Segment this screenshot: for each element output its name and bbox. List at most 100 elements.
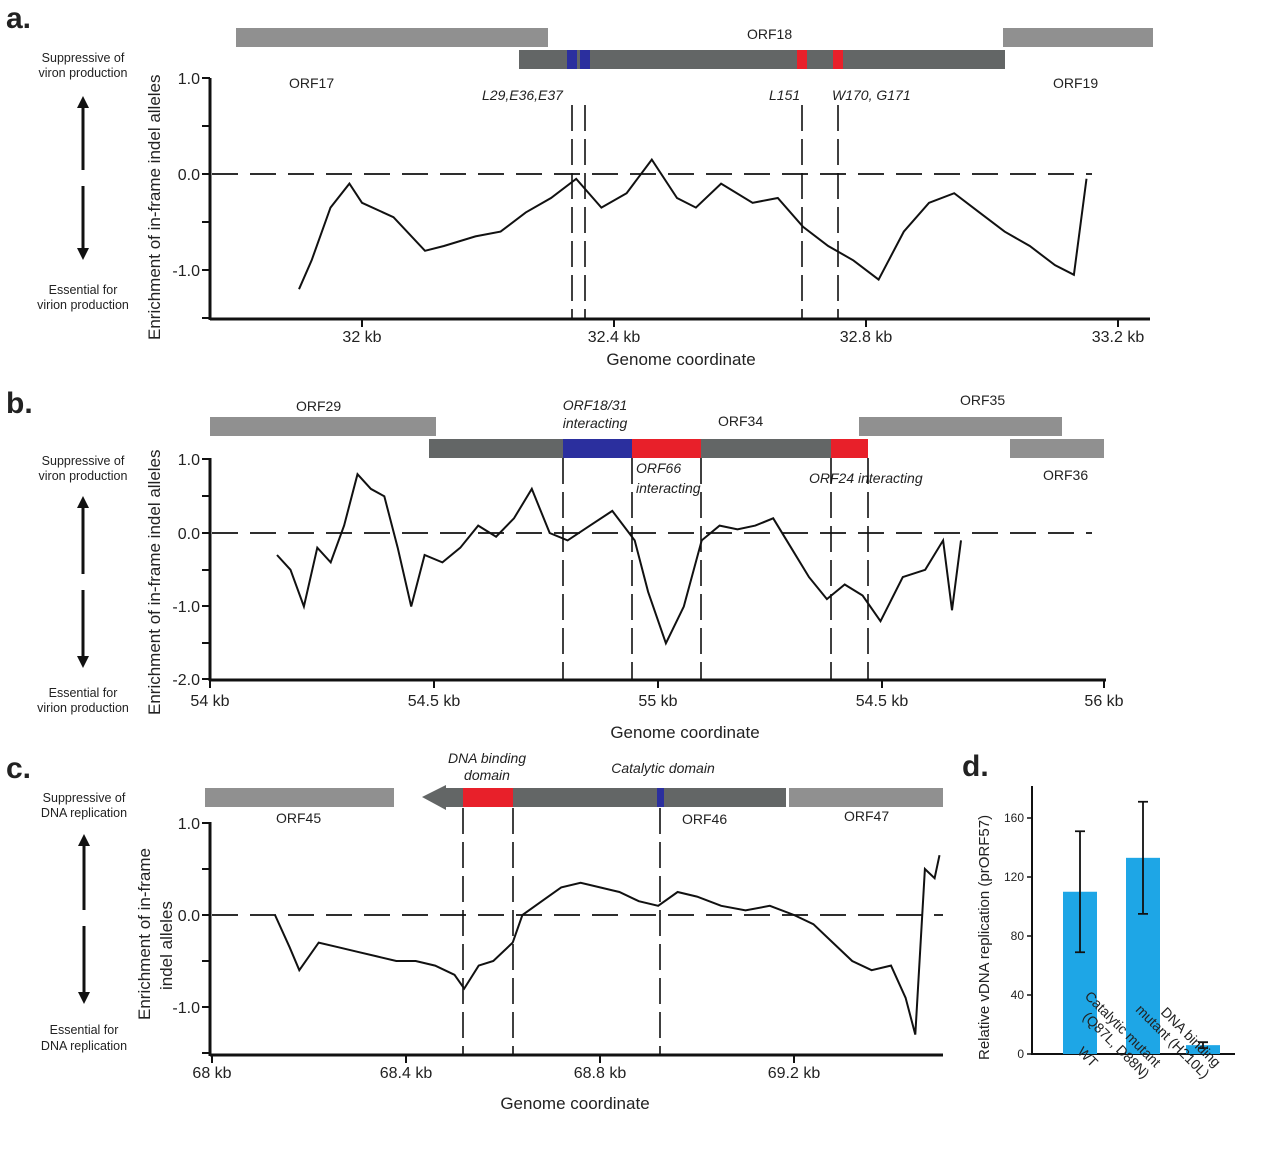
x-tick-label: 54.5 kb (856, 693, 909, 710)
annotation-orf66: ORF66 (636, 460, 681, 476)
x-axis-title: Genome coordinate (606, 350, 755, 369)
x-ticks (211, 1055, 795, 1063)
y-tick-label: 0.0 (178, 908, 200, 925)
error-bar (1198, 1041, 1208, 1049)
y-tick-label: 40 (1011, 988, 1025, 1002)
annotation-interacting: interacting (636, 480, 701, 496)
x-axis-title: Genome coordinate (610, 723, 759, 742)
x-tick-label: 55 kb (638, 693, 677, 710)
orf17-track (236, 28, 548, 47)
y-ticks (202, 77, 210, 319)
y-ticks (1027, 817, 1032, 1055)
y-tick-label: 1.0 (178, 452, 200, 469)
panel-a: a. ORF18 ORF17 ORF19 L29,E36,E37 L151 W1… (6, 2, 1153, 369)
panel-b: b. ORF29 ORF34 ORF35 ORF36 ORF18/31 inte… (6, 387, 1124, 742)
orf19-track (1003, 28, 1153, 47)
annotation-orf24: ORF24 interacting (809, 470, 923, 486)
panel-a-label: a. (6, 2, 31, 35)
panel-b-label: b. (6, 387, 33, 420)
side-top-line1: Suppressive of (42, 51, 125, 65)
blue-residue-marker (567, 50, 577, 69)
y-tick-label: 1.0 (178, 71, 200, 88)
domain-guides (562, 458, 869, 680)
orf18-31-interacting-region (563, 439, 632, 458)
double-arrow-icon (77, 496, 89, 668)
orf24-interacting-region (831, 439, 868, 458)
y-axis-title: Enrichment of in-frame indel alleles (145, 74, 164, 340)
x-tick-label: 68.4 kb (380, 1065, 433, 1082)
annotation-l151: L151 (769, 87, 800, 103)
annotation-interacting: interacting (563, 415, 628, 431)
x-tick-label: 54 kb (190, 693, 229, 710)
side-bottom-line1: Essential for (49, 283, 118, 297)
orf19-label: ORF19 (1053, 75, 1098, 91)
enrichment-trace (298, 157, 1088, 290)
panel-c: c. ORF45 ORF46 ORF47 DNA binding domain … (6, 750, 943, 1113)
error-bar (1075, 830, 1085, 954)
enrichment-trace (274, 854, 941, 1035)
blue-residue-marker (580, 50, 590, 69)
y-tick-label: -1.0 (172, 263, 200, 280)
panel-d-label: d. (962, 750, 989, 783)
y-tick-label: 160 (1004, 811, 1024, 825)
y-axis-title: Relative vDNA replication (prORF57) (976, 815, 993, 1060)
x-tick-label: 54.5 kb (408, 693, 461, 710)
x-tick-label: 33.2 kb (1092, 329, 1145, 346)
annotation-w170: W170, G171 (832, 87, 911, 103)
bar (1186, 1045, 1220, 1054)
x-ticks (209, 680, 1105, 688)
y-tick-label: -2.0 (172, 672, 200, 689)
y-tick-label: 0.0 (178, 167, 200, 184)
side-top-line2: viron production (39, 469, 128, 483)
orf36-label: ORF36 (1043, 467, 1088, 483)
side-top-line1: Suppressive of (42, 454, 125, 468)
orf18-label: ORF18 (747, 26, 792, 42)
x-tick-label: 68 kb (192, 1065, 231, 1082)
y-axis-title-line2: indel alleles (157, 901, 176, 990)
orf35-track (859, 417, 1062, 436)
y-tick-label: -1.0 (172, 599, 200, 616)
domain-guides (462, 808, 661, 1055)
annotation-l29: L29,E36,E37 (482, 87, 564, 103)
y-tick-label: -1.0 (172, 1000, 200, 1017)
side-bottom-line2: virion production (37, 298, 129, 312)
x-axis-title: Genome coordinate (500, 1094, 649, 1113)
side-top-line2: DNA replication (41, 806, 127, 820)
residue-guides (571, 105, 839, 318)
orf29-track (210, 417, 436, 436)
y-tick-label: 1.0 (178, 816, 200, 833)
y-tick-label: 80 (1011, 929, 1025, 943)
red-residue-marker (833, 50, 843, 69)
annotation-dna-binding: DNA binding (448, 750, 526, 766)
error-bar (1138, 800, 1148, 915)
side-bottom-line1: Essential for (49, 686, 118, 700)
orf17-label: ORF17 (289, 75, 334, 91)
orf35-label: ORF35 (960, 392, 1005, 408)
orf18-track (519, 50, 1005, 69)
x-tick-label: 32.4 kb (588, 329, 641, 346)
y-ticks (202, 822, 210, 1054)
x-tick-label: 32 kb (342, 329, 381, 346)
side-top-line1: Suppressive of (43, 791, 126, 805)
catalytic-domain-marker (657, 788, 664, 807)
side-top-line2: viron production (39, 66, 128, 80)
orf29-label: ORF29 (296, 398, 341, 414)
orf45-label: ORF45 (276, 810, 321, 826)
x-tick-label: 69.2 kb (768, 1065, 821, 1082)
y-axis-title-line1: Enrichment of in-frame (135, 848, 154, 1020)
side-bottom-line2: virion production (37, 701, 129, 715)
annotation-catalytic: Catalytic domain (611, 760, 715, 776)
orf47-track (789, 788, 943, 807)
y-axis-title: Enrichment of in-frame indel alleles (145, 449, 164, 715)
double-arrow-icon (77, 96, 89, 260)
panel-d: d. Relative vDNA replication (prORF57) 1… (962, 750, 1235, 1081)
orf46-label: ORF46 (682, 811, 727, 827)
x-tick-label: 56 kb (1084, 693, 1123, 710)
double-arrow-icon (78, 834, 90, 1004)
side-bottom-line2: DNA replication (41, 1039, 127, 1053)
y-tick-label: 0 (1017, 1047, 1024, 1061)
panel-c-label: c. (6, 752, 31, 785)
orf47-label: ORF47 (844, 808, 889, 824)
